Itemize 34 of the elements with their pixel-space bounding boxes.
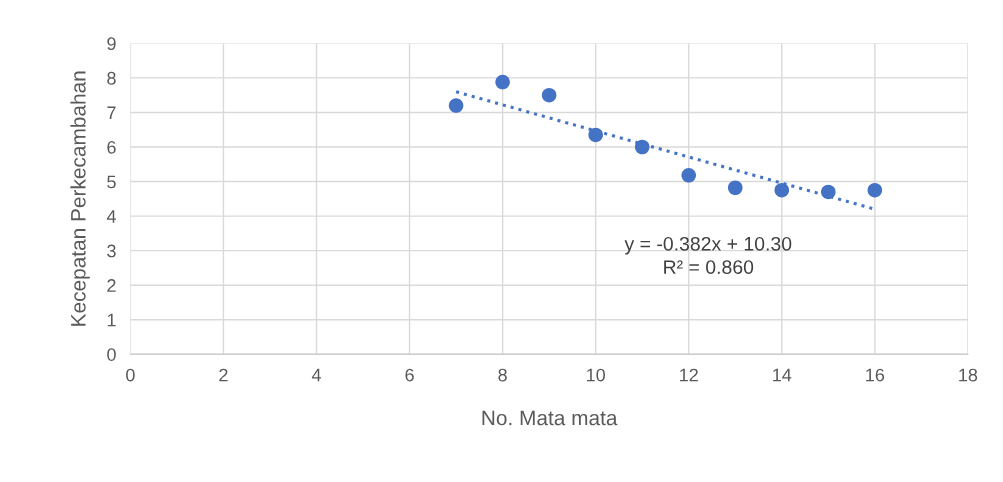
y-tick-label: 2: [107, 279, 116, 292]
y-tick-label: 4: [106, 210, 116, 223]
x-tick-label: 6: [405, 368, 414, 382]
y-axis-title: Kecepatan Perkecambahan: [70, 71, 90, 326]
x-tick-label: 2: [219, 368, 228, 382]
point: [634, 139, 650, 155]
point: [448, 98, 464, 113]
annotation: R² = 0.860: [664, 260, 754, 274]
y-tick-label: 1: [107, 313, 116, 327]
y-tick-label: 7: [107, 106, 116, 120]
x-tick-label: 0: [126, 368, 135, 382]
point: [867, 182, 883, 198]
point: [541, 87, 557, 103]
x-tick-label: 14: [773, 368, 792, 382]
point: [727, 180, 743, 196]
y-tick-label: 5: [107, 175, 116, 189]
point: [774, 182, 790, 198]
y-tick-label: 3: [107, 244, 116, 258]
point: [495, 74, 510, 90]
y-tick-label: 8: [107, 71, 116, 85]
point: [681, 168, 697, 183]
y-tick-label: 6: [107, 140, 116, 154]
x-tick-label: 16: [866, 368, 885, 382]
x-tick-label: 8: [498, 368, 507, 382]
y-tick-label: 0: [107, 348, 116, 361]
x-tick-label: 4: [311, 368, 321, 382]
x-tick-label: 12: [680, 368, 698, 382]
point: [821, 184, 836, 200]
x-tick-label: 10: [587, 368, 606, 382]
x-axis-title: No. Mata mata: [482, 410, 618, 426]
point: [588, 127, 603, 143]
y-tick-label: 9: [107, 37, 116, 51]
annotation: y = -0.382x + 10.30: [624, 236, 792, 255]
x-tick-label: 18: [959, 368, 978, 382]
